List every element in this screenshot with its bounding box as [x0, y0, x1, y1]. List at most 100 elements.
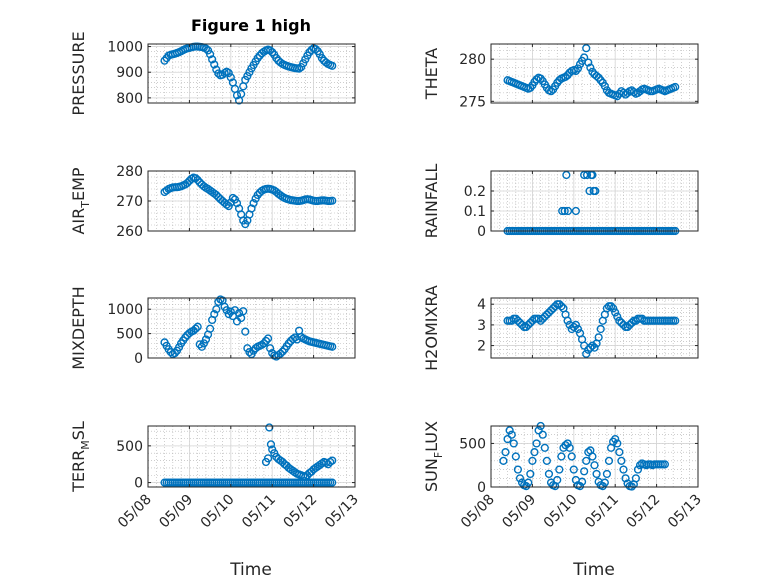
data-point: [511, 314, 520, 323]
subplot-h2omixra: 2 3 4 H2OMIXRA: [422, 285, 699, 371]
data-point: [567, 452, 576, 461]
data-point: [181, 333, 190, 342]
data-point: [263, 334, 273, 343]
data-point: [222, 200, 231, 209]
data-point: [596, 324, 605, 334]
data-point: [524, 320, 533, 330]
data-point: [582, 456, 591, 465]
x-tick-label: 05/12: [281, 492, 321, 532]
y-tick-label: 1000: [107, 40, 143, 56]
data-point: [328, 61, 337, 70]
x-tick-label: 05/09: [156, 492, 196, 532]
ticks: [147, 170, 356, 232]
data-point: [263, 454, 273, 463]
y-tick-label: 500: [459, 436, 486, 452]
data-point: [259, 339, 269, 348]
data-point: [560, 206, 569, 216]
data-point: [625, 320, 634, 330]
data-point: [602, 469, 612, 479]
data-point: [555, 300, 564, 309]
data-point: [266, 440, 276, 449]
data-point: [621, 474, 630, 483]
data-point: [617, 456, 626, 465]
axes-box: [490, 425, 699, 488]
series-sun-flux: [499, 421, 669, 491]
data-point: [515, 474, 525, 483]
data-point: [571, 320, 580, 330]
y-tick-label: 500: [116, 439, 143, 455]
data-point: [210, 60, 219, 69]
data-point: [577, 477, 587, 486]
data-point: [513, 465, 523, 474]
data-point: [557, 302, 566, 311]
y-tick-label: 0.1: [464, 204, 486, 220]
plot-area: [491, 426, 698, 487]
data-point: [573, 324, 583, 334]
subplot-air-temp: 260 270 280 AIRTEMP: [69, 164, 356, 240]
data-point: [321, 58, 331, 67]
data-point: [170, 349, 180, 358]
data-point: [600, 478, 609, 487]
data-point: [585, 186, 594, 196]
data-point: [613, 439, 622, 448]
data-point: [546, 306, 556, 315]
x-tick-label: 05/10: [541, 492, 581, 532]
data-point: [222, 306, 231, 315]
ticks: [147, 298, 356, 359]
data-point: [526, 318, 535, 327]
data-point: [328, 456, 337, 465]
axes-box: [490, 297, 699, 359]
data-point: [582, 170, 592, 180]
data-point: [199, 339, 208, 348]
x-tick-label: 05/12: [624, 492, 664, 532]
data-point: [511, 452, 520, 461]
data-point: [582, 44, 591, 53]
data-point: [565, 443, 574, 452]
data-point: [588, 341, 597, 350]
data-point: [191, 324, 200, 333]
data-point: [592, 469, 601, 479]
data-point: [573, 64, 583, 73]
data-point: [503, 434, 512, 444]
series-air-temp: [160, 173, 337, 229]
data-point: [548, 304, 558, 313]
data-point: [542, 456, 551, 465]
y-tick-label: 2: [477, 339, 486, 355]
data-point: [623, 322, 632, 332]
data-point: [515, 318, 525, 327]
data-point: [555, 76, 564, 85]
data-point: [232, 91, 242, 100]
y-tick-label: 500: [116, 327, 143, 343]
data-point: [174, 343, 184, 352]
data-point: [532, 439, 541, 448]
data-point: [266, 344, 275, 353]
data-point: [538, 430, 547, 439]
data-point: [557, 452, 566, 461]
data-point: [584, 58, 593, 67]
data-point: [569, 322, 578, 332]
subplot-sun-flux: 0 500 05/08 05/09 05/10 05/11 05/12 05/13 SUNFLU…: [422, 421, 705, 531]
y-axis-label: THETA: [422, 48, 441, 100]
y-tick-label: 900: [116, 65, 143, 81]
subplot-grid: 800 900 1000 PRESSURE 275 280 THETA 260 270 280 AI…: [69, 31, 705, 531]
ticks: [147, 44, 356, 103]
series-theta: [503, 44, 680, 101]
data-point: [580, 53, 589, 62]
y-tick-label: 3: [477, 318, 486, 334]
data-point: [288, 334, 298, 344]
data-point: [561, 441, 570, 450]
x-tick-label: 05/13: [322, 492, 362, 532]
data-point: [278, 347, 287, 356]
data-point: [276, 349, 285, 358]
data-point: [206, 324, 215, 333]
data-point: [266, 46, 275, 55]
data-point: [295, 64, 304, 73]
ticks: [490, 426, 699, 488]
data-point: [592, 71, 601, 81]
data-point: [185, 329, 194, 338]
axes-box: [490, 43, 699, 104]
data-point: [590, 343, 599, 352]
x-axis-label-right: Time: [572, 560, 615, 580]
data-point: [201, 335, 211, 344]
y-tick-label: 0: [477, 224, 486, 240]
